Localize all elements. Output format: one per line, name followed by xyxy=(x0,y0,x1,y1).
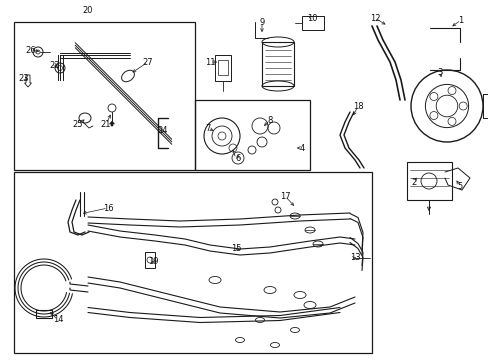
Text: 15: 15 xyxy=(230,243,241,252)
Text: 26: 26 xyxy=(26,45,36,54)
Text: 17: 17 xyxy=(279,192,290,201)
Text: 21: 21 xyxy=(101,120,111,129)
Bar xyxy=(215,55,230,81)
Text: 11: 11 xyxy=(204,58,215,67)
Text: 7: 7 xyxy=(205,123,210,132)
Text: 19: 19 xyxy=(147,257,158,266)
Bar xyxy=(218,60,227,75)
Bar xyxy=(262,42,293,86)
Text: 1: 1 xyxy=(457,15,463,24)
Text: 27: 27 xyxy=(142,58,153,67)
Text: 16: 16 xyxy=(102,203,113,212)
Bar xyxy=(14,22,195,170)
Text: 24: 24 xyxy=(158,126,168,135)
Bar xyxy=(36,310,52,318)
Text: 3: 3 xyxy=(436,68,442,77)
Text: 12: 12 xyxy=(369,14,380,23)
FancyArrow shape xyxy=(109,121,114,126)
Bar xyxy=(14,172,371,353)
Text: 22: 22 xyxy=(50,60,60,69)
Text: 23: 23 xyxy=(19,73,29,82)
Text: 8: 8 xyxy=(267,116,272,125)
Text: 14: 14 xyxy=(53,315,63,324)
Bar xyxy=(302,16,324,30)
Text: 10: 10 xyxy=(306,14,317,23)
Text: 4: 4 xyxy=(299,144,304,153)
Text: 9: 9 xyxy=(259,18,264,27)
Text: 13: 13 xyxy=(349,253,360,262)
Text: 18: 18 xyxy=(352,102,363,111)
Text: 6: 6 xyxy=(235,153,240,162)
Bar xyxy=(195,100,309,170)
Text: 20: 20 xyxy=(82,5,93,14)
Bar xyxy=(482,94,488,118)
Text: 2: 2 xyxy=(410,177,416,186)
Text: 25: 25 xyxy=(73,120,83,129)
Text: 5: 5 xyxy=(456,181,462,190)
